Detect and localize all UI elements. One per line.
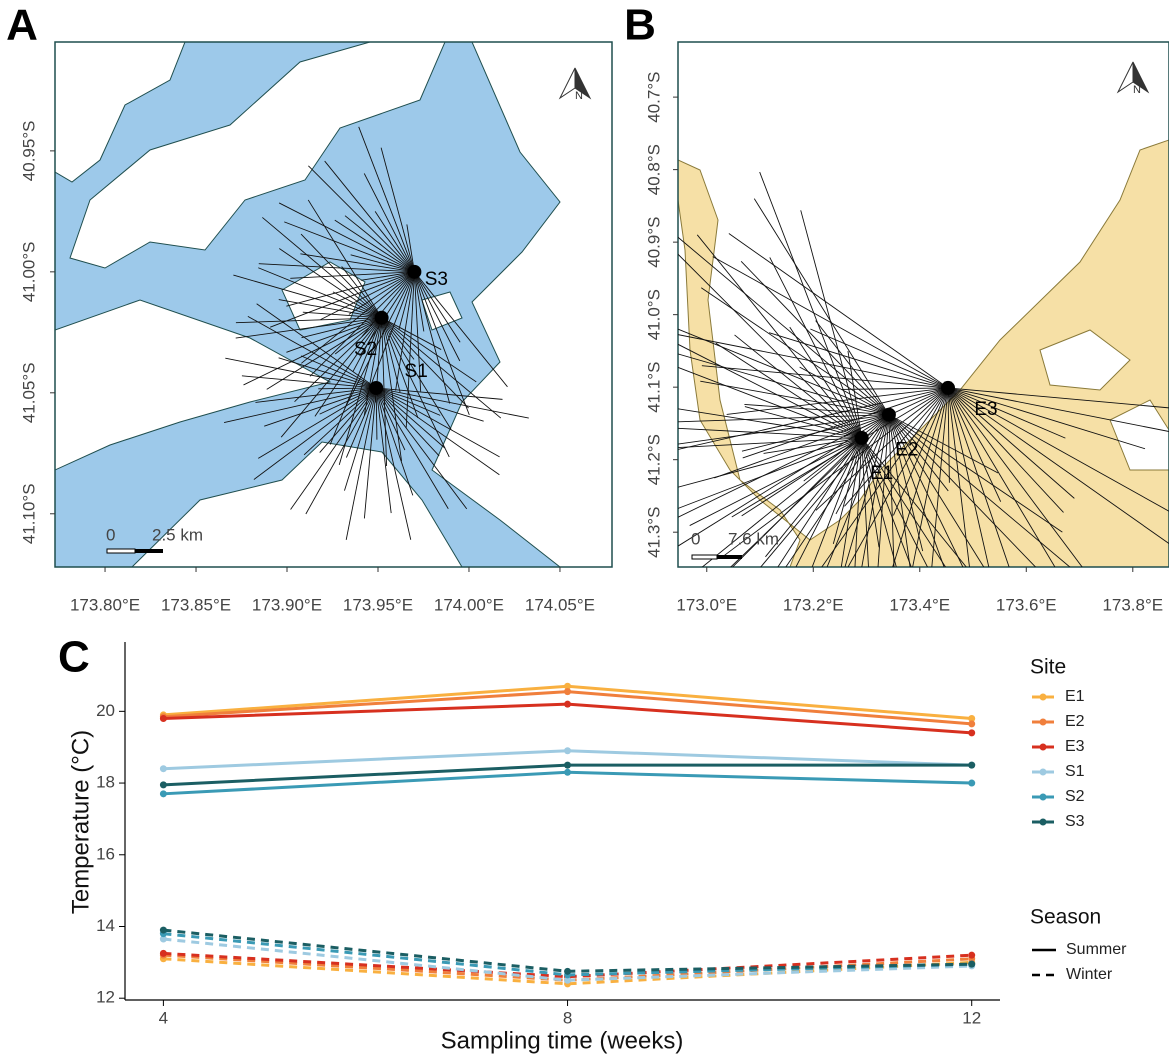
- legend-label: S3: [1065, 813, 1085, 830]
- data-point: [160, 950, 167, 957]
- data-point: [160, 781, 167, 788]
- y-tick-label: 40.7°S: [644, 71, 663, 122]
- legend-label: Summer: [1066, 941, 1127, 958]
- panel-label: C: [58, 633, 90, 682]
- x-tick-label: 173.0°E: [676, 595, 737, 614]
- legend-label: E2: [1065, 713, 1085, 730]
- site-label: S1: [405, 361, 428, 382]
- data-point: [968, 762, 975, 769]
- y-tick-label: 20: [96, 701, 115, 720]
- y-tick-label: 40.8°S: [644, 144, 663, 195]
- legend-label: E3: [1065, 738, 1085, 755]
- x-tick-label: 173.90°E: [252, 595, 322, 614]
- data-point: [160, 927, 167, 934]
- map-b-base: [678, 42, 1169, 567]
- y-axis-title: Temperature (°C): [67, 730, 94, 914]
- x-tick-label: 174.05°E: [525, 595, 595, 614]
- site-marker: [882, 408, 896, 422]
- y-tick-label: 41.0°S: [644, 289, 663, 340]
- y-tick-label: 41.10°S: [19, 483, 38, 544]
- legend-label: Winter: [1066, 966, 1113, 983]
- data-point: [160, 765, 167, 772]
- y-tick-label: 18: [96, 773, 115, 792]
- legend-key: [1040, 694, 1047, 701]
- scale-label: 2.5 km: [152, 525, 203, 544]
- legend-key: [1040, 744, 1047, 751]
- x-tick-label: 174.00°E: [434, 595, 504, 614]
- site-marker: [855, 431, 869, 445]
- scale-label: 0: [691, 529, 700, 548]
- x-tick-label: 173.80°E: [70, 595, 140, 614]
- x-tick-label: 173.85°E: [161, 595, 231, 614]
- panel-label: A: [6, 1, 38, 50]
- legend-title: Site: [1030, 656, 1066, 679]
- site-marker: [941, 381, 955, 395]
- data-point: [968, 780, 975, 787]
- x-tick-label: 173.8°E: [1102, 595, 1163, 614]
- scale-bar: [107, 549, 135, 553]
- y-tick-label: 40.95°S: [19, 121, 38, 182]
- site-label: E3: [974, 399, 997, 420]
- data-point: [160, 790, 167, 797]
- site-marker: [369, 381, 383, 395]
- site-label: E1: [870, 463, 893, 484]
- scale-bar: [692, 555, 717, 559]
- site-marker: [375, 311, 389, 325]
- x-axis-title: Sampling time (weeks): [441, 1027, 684, 1054]
- data-point: [968, 720, 975, 727]
- y-tick-label: 40.9°S: [644, 217, 663, 268]
- map-a-base: [55, 42, 612, 567]
- figure: C Sampling time (weeks) Temperature (°C)…: [0, 0, 1169, 1062]
- y-tick-label: 14: [96, 916, 115, 935]
- legend-title: Season: [1030, 906, 1101, 929]
- data-point: [968, 961, 975, 968]
- legend-label: E1: [1065, 688, 1085, 705]
- site-label: S2: [354, 339, 377, 360]
- y-tick-label: 41.2°S: [644, 434, 663, 485]
- data-point: [564, 747, 571, 754]
- legend-label: S2: [1065, 788, 1085, 805]
- x-tick-label: 173.4°E: [889, 595, 950, 614]
- y-tick-label: 41.00°S: [19, 241, 38, 302]
- legend-key: [1040, 769, 1047, 776]
- data-point: [968, 729, 975, 736]
- scale-label: 0: [106, 525, 115, 544]
- legend-key: [1040, 819, 1047, 826]
- data-point: [968, 952, 975, 959]
- data-point: [564, 688, 571, 695]
- series-line: [163, 930, 971, 971]
- data-point: [564, 701, 571, 708]
- legend-label: S1: [1065, 763, 1085, 780]
- data-point: [564, 968, 571, 975]
- data-point: [564, 762, 571, 769]
- x-tick-label: 173.2°E: [783, 595, 844, 614]
- scale-label: 7.6 km: [728, 529, 779, 548]
- page: {"maps": [ {"panel_label": "A", "xlim": …: [0, 0, 1169, 1062]
- x-tick-label: 173.95°E: [343, 595, 413, 614]
- y-tick-label: 41.1°S: [644, 362, 663, 413]
- y-tick-label: 12: [96, 988, 115, 1007]
- scale-bar: [717, 555, 742, 559]
- x-tick-label: 4: [159, 1008, 168, 1027]
- data-point: [160, 715, 167, 722]
- x-tick-label: 12: [962, 1008, 981, 1027]
- y-tick-label: 41.05°S: [19, 362, 38, 423]
- north-label: N: [1133, 84, 1141, 96]
- y-tick-label: 41.3°S: [644, 507, 663, 558]
- scale-bar: [135, 549, 163, 553]
- legend-key: [1040, 719, 1047, 726]
- data-point: [564, 769, 571, 776]
- site-label: S3: [425, 269, 448, 290]
- north-label: N: [575, 90, 583, 102]
- y-tick-label: 16: [96, 844, 115, 863]
- site-label: E2: [895, 440, 918, 461]
- site-marker: [407, 265, 421, 279]
- x-tick-label: 8: [563, 1008, 572, 1027]
- panel-label: B: [624, 1, 656, 50]
- x-tick-label: 173.6°E: [996, 595, 1057, 614]
- legend-key: [1040, 794, 1047, 801]
